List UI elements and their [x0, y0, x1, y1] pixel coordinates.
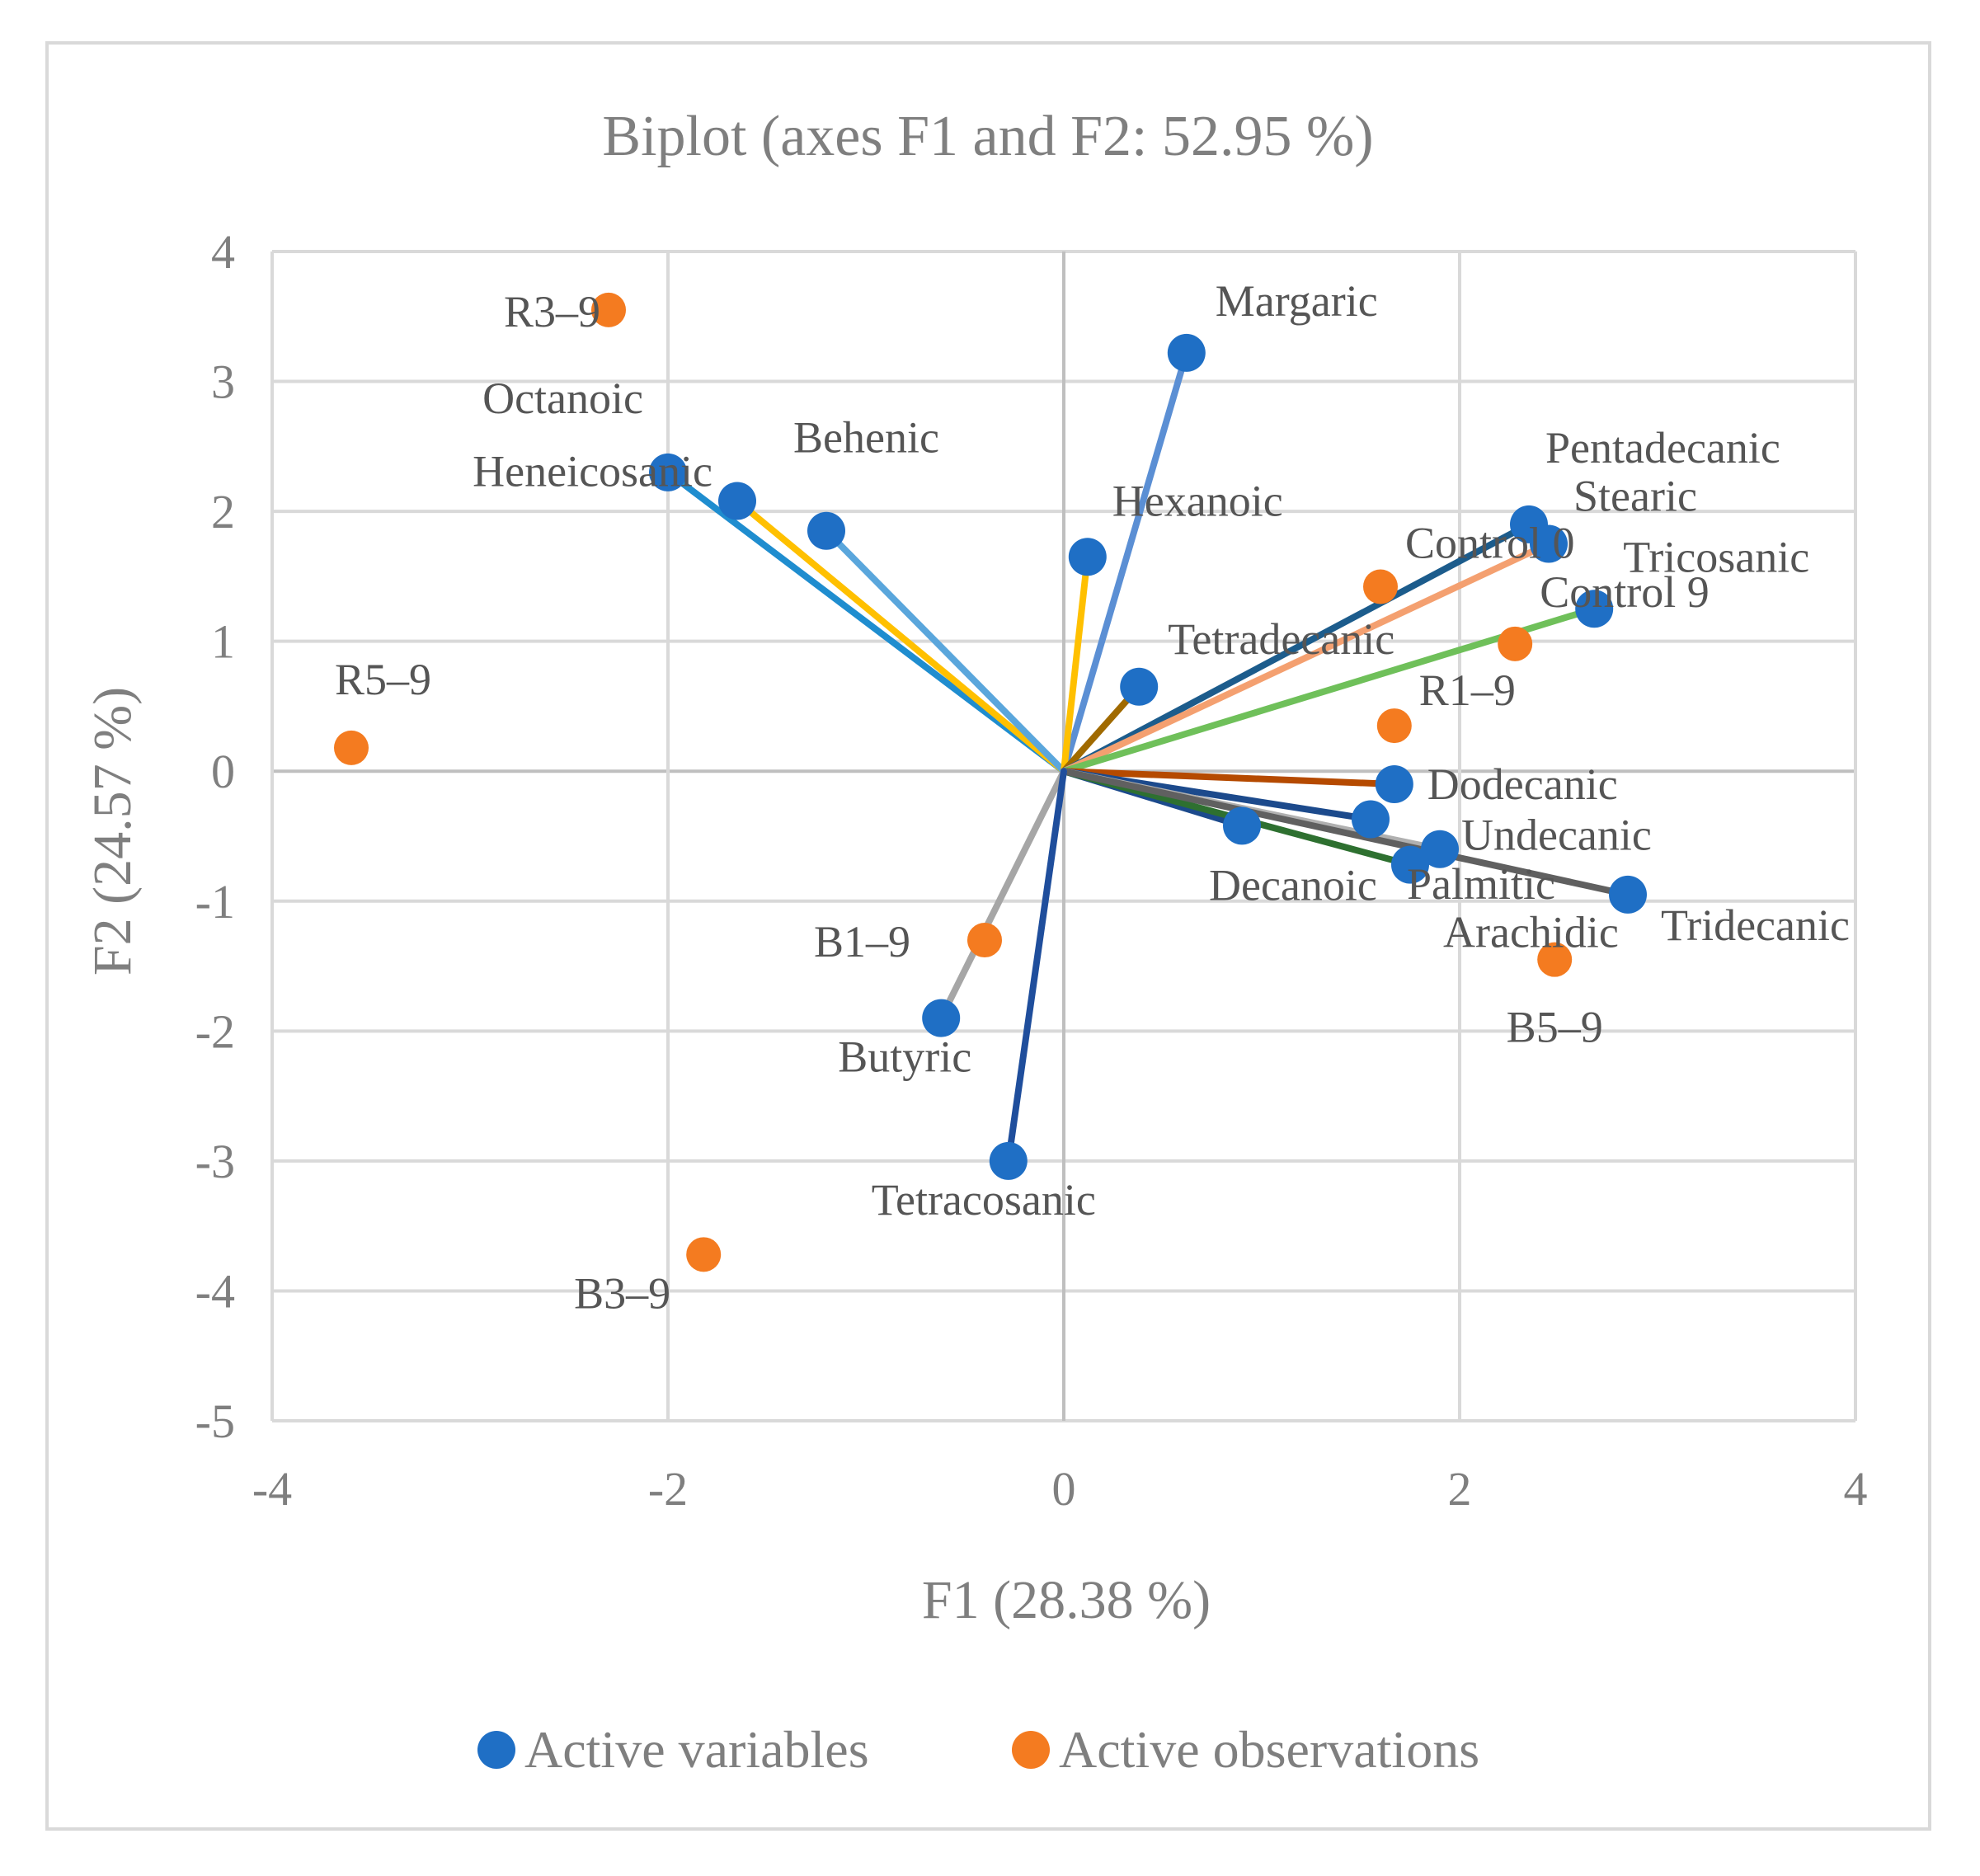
y-tick-label: -1: [195, 875, 235, 929]
legend-marker-variables: [477, 1731, 515, 1769]
observation-point: [1363, 569, 1398, 604]
variable-vector: [734, 497, 1067, 775]
y-tick-label: -3: [195, 1135, 235, 1188]
x-tick-label: 0: [1052, 1462, 1076, 1516]
x-tick-label: -2: [648, 1462, 688, 1516]
observation-label: B3–9: [574, 1268, 670, 1318]
variable-point: [922, 999, 961, 1037]
observation-point: [334, 730, 369, 765]
variable-label: Tridecanic: [1661, 900, 1850, 950]
legend-label-variables: Active variables: [524, 1720, 869, 1779]
variable-point: [1167, 333, 1206, 372]
variable-points: [649, 333, 1647, 1180]
x-tick-label: 4: [1844, 1462, 1868, 1516]
observation-point: [1498, 626, 1533, 661]
variable-point: [1223, 806, 1261, 845]
variable-point: [1068, 538, 1107, 576]
variable-point: [989, 1141, 1028, 1180]
observation-label: R3–9: [504, 287, 600, 336]
x-tick-label: -4: [252, 1462, 292, 1516]
variable-label: Palmitic: [1407, 859, 1555, 909]
legend: Active variables Active observations: [477, 1720, 1479, 1779]
variable-label: Dodecanic: [1427, 759, 1618, 809]
variable-label: Octanoic: [482, 374, 643, 423]
variable-label: Undecanic: [1461, 811, 1652, 860]
observation-point: [1537, 942, 1573, 977]
variable-point: [807, 511, 845, 550]
variable-label: Hexanoic: [1112, 476, 1283, 525]
variable-point: [1530, 524, 1568, 563]
observation-points: [334, 292, 1573, 1272]
variable-point: [1609, 875, 1647, 914]
variable-point: [1575, 590, 1614, 628]
variable-vector: [938, 768, 1067, 1022]
variable-label: Behenic: [793, 413, 939, 463]
variable-vector: [823, 527, 1067, 775]
observation-point: [967, 923, 1002, 958]
observation-label: R1–9: [1419, 665, 1516, 715]
y-tick-label: 2: [211, 485, 235, 538]
variable-label: Tetracosanic: [872, 1175, 1096, 1225]
observation-label: B1–9: [814, 917, 910, 966]
variable-vector: [1061, 553, 1091, 775]
y-tick-label: -4: [195, 1264, 235, 1318]
legend-marker-observations: [1012, 1731, 1050, 1769]
observation-label: R5–9: [335, 655, 431, 704]
y-tick-label: 4: [211, 225, 235, 279]
variable-label: Decanoic: [1209, 860, 1377, 910]
x-tick-label: 2: [1448, 1462, 1472, 1516]
variable-point: [1120, 667, 1159, 706]
variable-point: [718, 482, 756, 520]
variable-vector: [1061, 768, 1398, 788]
variable-label: Tricosanic: [1623, 532, 1809, 581]
variable-label: Pentadecanic: [1545, 423, 1780, 473]
observation-label: Control 9: [1540, 567, 1710, 617]
observation-label: B5–9: [1507, 1003, 1603, 1052]
legend-label-observations: Active observations: [1059, 1720, 1479, 1779]
variable-point: [1352, 800, 1390, 839]
grid: [270, 250, 1857, 1422]
y-tick-label: -2: [195, 1004, 235, 1058]
variable-vector: [1061, 768, 1631, 898]
variable-label: Butyric: [838, 1032, 971, 1082]
y-tick-label: -5: [195, 1394, 235, 1448]
variable-point: [1391, 845, 1429, 884]
y-tick-label: 3: [211, 355, 235, 409]
variable-point: [1421, 830, 1459, 868]
variable-label: Tetradecanic: [1168, 614, 1394, 664]
observation-label: Control 0: [1405, 518, 1575, 567]
variable-label: Margaric: [1216, 276, 1378, 326]
variable-vector: [1061, 349, 1190, 775]
observation-point: [1376, 708, 1412, 744]
variable-label: Stearic: [1573, 472, 1697, 521]
axis-ticks: 4 3 2 1 0 -1 -2 -3 -4 -5 -4 -2 0 2 4: [195, 225, 1868, 1516]
variable-vector: [1061, 520, 1532, 775]
y-tick-label: 0: [211, 745, 235, 798]
variable-point: [1375, 764, 1413, 803]
x-axis-title: F1 (28.38 %): [922, 1570, 1211, 1630]
variable-vector: [665, 468, 1067, 775]
variable-label: Heneicosanic: [473, 447, 713, 496]
variable-label: Arachidic: [1443, 908, 1619, 957]
variable-vectors: [665, 349, 1631, 1164]
variable-vector: [1004, 768, 1067, 1164]
observation-point: [686, 1237, 722, 1272]
variable-point: [649, 453, 687, 491]
y-axis-title: F2 (24.57 %): [82, 687, 143, 976]
y-tick-label: 1: [211, 615, 235, 669]
observation-point: [591, 292, 626, 327]
variable-vector: [1061, 540, 1552, 775]
chart-title: Biplot (axes F1 and F2: 52.95 %): [602, 105, 1373, 168]
